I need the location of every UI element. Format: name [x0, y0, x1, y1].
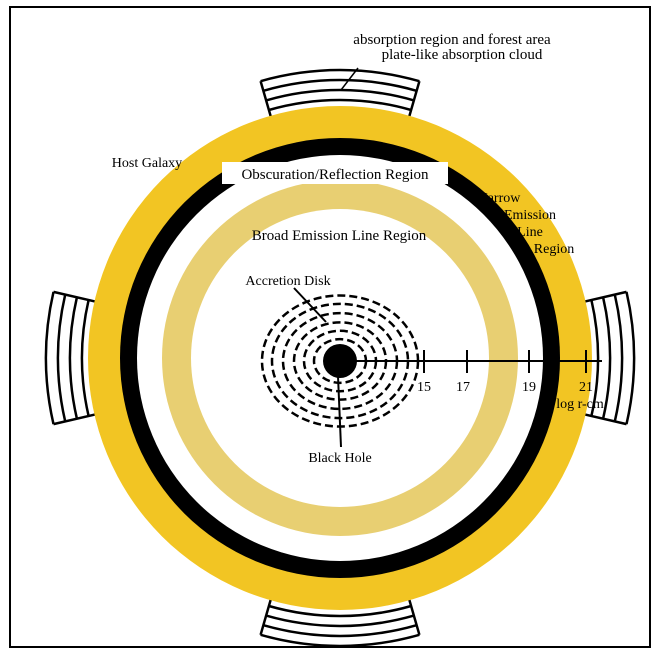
title-line-2: plate-like absorption cloud [382, 47, 543, 63]
narrow-label-2: Emission [504, 208, 556, 223]
axis-tick-label: 21 [579, 380, 593, 395]
absorption-cloud-arc [268, 604, 412, 618]
absorption-cloud-arc [265, 88, 415, 102]
host-galaxy-label: Host Galaxy [112, 156, 182, 171]
absorption-cloud-arc [268, 98, 412, 112]
black-hole-label: Black Hole [308, 451, 371, 466]
absorption-cloud-arc [68, 297, 79, 419]
title-line-1: absorption region and forest area [353, 32, 551, 48]
absorption-cloud-arc [625, 291, 636, 425]
absorption-clouds [44, 68, 636, 648]
broad-label: Broad Emission Line Region [252, 228, 427, 244]
absorption-cloud-edge [407, 80, 421, 119]
absorption-cloud-edge [53, 290, 97, 304]
absorption-cloud-arc [265, 614, 415, 628]
axis-tick-label: 15 [417, 380, 431, 395]
absorption-cloud-arc [590, 299, 600, 417]
absorption-cloud-arc [613, 294, 624, 422]
narrow-label-4: Region [534, 242, 574, 257]
log-r-axis [340, 350, 602, 373]
absorption-cloud-arc [263, 623, 417, 638]
narrow-label-3: Line [517, 225, 543, 240]
absorption-cloud-arc [56, 294, 67, 422]
absorption-cloud-arc [260, 633, 420, 648]
absorption-cloud-arc [263, 78, 417, 93]
axis-tick-label: 19 [522, 380, 536, 395]
black-hole-pointer [337, 375, 342, 448]
absorption-cloud-arc [44, 291, 55, 425]
accretion-pointer [293, 287, 327, 323]
narrow-label-1: Narrow [478, 191, 522, 206]
accretion-label: Accretion Disk [245, 274, 330, 289]
absorption-cloud-edge [583, 412, 627, 426]
axis-unit-label: log r-cm [556, 397, 604, 412]
absorption-cloud-edge [259, 80, 273, 119]
axis-tick-label: 17 [456, 380, 470, 395]
absorption-cloud-edge [407, 597, 421, 636]
absorption-cloud-arc [260, 68, 420, 83]
obscuration-label: Obscuration/Reflection Region [241, 167, 429, 183]
obscuration-label-bg [222, 162, 448, 184]
absorption-cloud-arc [601, 297, 612, 419]
absorption-cloud-arc [80, 299, 90, 417]
absorption-cloud-edge [583, 290, 627, 304]
absorption-cloud-edge [53, 412, 97, 426]
absorption-cloud-edge [259, 597, 273, 636]
cloud-pointer [340, 67, 359, 91]
